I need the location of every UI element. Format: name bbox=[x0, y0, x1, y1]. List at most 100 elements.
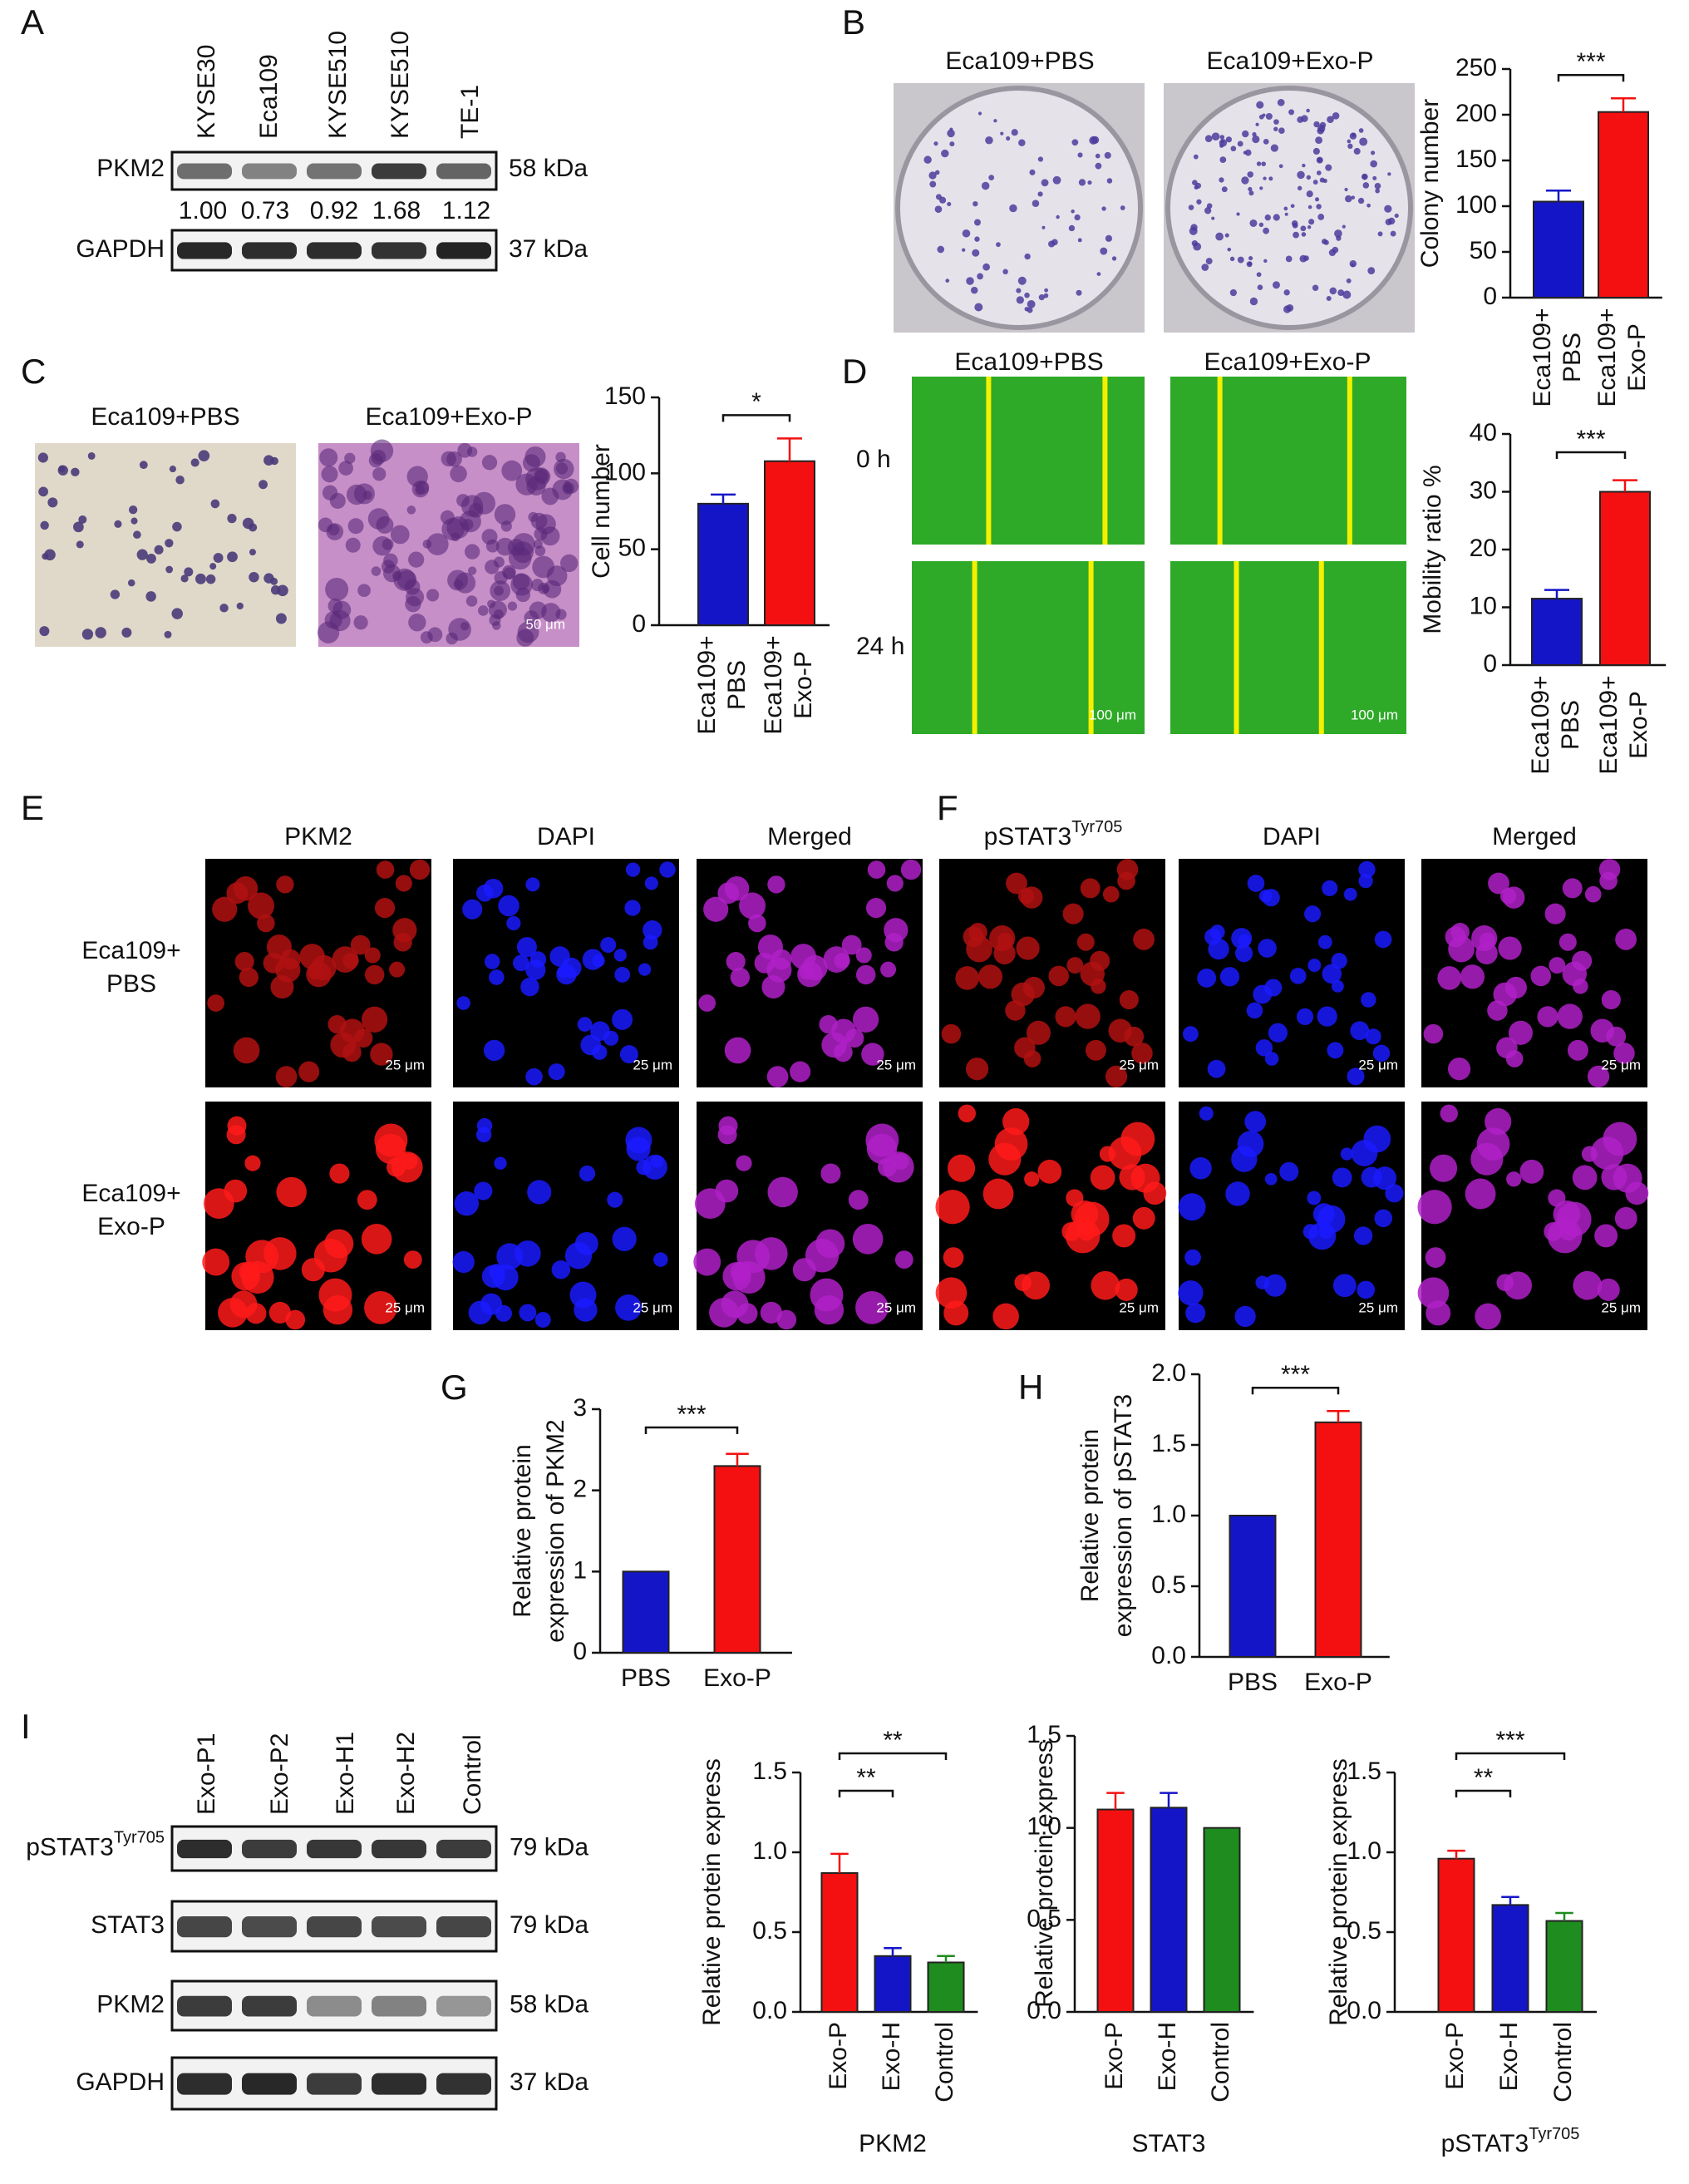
column-title-sup: Tyr705 bbox=[1071, 818, 1122, 836]
cell bbox=[1343, 887, 1357, 901]
y-tick-label: 1.0 bbox=[1027, 1813, 1061, 1841]
panel-label: G bbox=[441, 1368, 468, 1407]
cell bbox=[1372, 1044, 1391, 1062]
scale-bar-label: 25 μm bbox=[876, 1057, 916, 1072]
cell bbox=[1296, 1008, 1314, 1025]
cell bbox=[231, 1261, 260, 1291]
cell bbox=[841, 934, 862, 955]
cell bbox=[1055, 1006, 1076, 1028]
cell bbox=[1615, 929, 1637, 950]
cell bbox=[650, 1155, 664, 1168]
column-title: Merged bbox=[767, 823, 852, 850]
cell bbox=[164, 630, 172, 638]
colony bbox=[1323, 239, 1329, 245]
colony bbox=[935, 194, 942, 200]
colony bbox=[1349, 260, 1357, 268]
cell bbox=[1573, 1270, 1603, 1300]
cell bbox=[819, 1015, 838, 1034]
cell bbox=[717, 882, 740, 905]
y-tick-label: 1 bbox=[573, 1556, 587, 1584]
image-title: Eca109+PBS bbox=[945, 47, 1094, 75]
cell bbox=[522, 454, 540, 472]
cell bbox=[767, 875, 785, 894]
cell bbox=[1353, 1226, 1373, 1245]
cell bbox=[361, 1224, 392, 1255]
cell bbox=[982, 1178, 1014, 1210]
cell bbox=[270, 456, 278, 466]
cell bbox=[1011, 982, 1035, 1007]
cell bbox=[1537, 1006, 1559, 1028]
colony bbox=[1353, 147, 1361, 155]
blot-band bbox=[177, 242, 232, 259]
colony bbox=[1347, 143, 1353, 150]
wound-edge bbox=[1318, 561, 1324, 734]
scale-bar-label: 25 μm bbox=[1601, 1057, 1641, 1072]
cell bbox=[524, 610, 539, 625]
significance-bracket bbox=[838, 1752, 948, 1760]
cell bbox=[698, 994, 716, 1012]
colony bbox=[1316, 170, 1322, 175]
cell bbox=[1304, 905, 1322, 923]
bar bbox=[1545, 1920, 1583, 2014]
colony bbox=[1361, 173, 1368, 180]
error-bar bbox=[1106, 1792, 1125, 1810]
cell bbox=[1465, 1178, 1496, 1210]
cell bbox=[395, 875, 412, 892]
wound-image bbox=[1170, 377, 1406, 545]
error-bar bbox=[884, 1946, 902, 1956]
colony bbox=[1358, 128, 1364, 133]
colony bbox=[1288, 109, 1295, 116]
cell bbox=[1417, 1190, 1452, 1225]
cell bbox=[865, 1123, 899, 1157]
significance-label: *** bbox=[1576, 426, 1605, 453]
cell bbox=[1020, 886, 1043, 909]
cell bbox=[364, 947, 381, 964]
cell bbox=[579, 1165, 596, 1182]
cell bbox=[268, 1301, 291, 1324]
bar bbox=[764, 460, 815, 626]
size-label: 79 kDa bbox=[510, 1911, 588, 1939]
cell bbox=[1133, 929, 1155, 950]
cell bbox=[531, 579, 544, 592]
blot-band bbox=[436, 163, 491, 180]
cell bbox=[1099, 1146, 1115, 1162]
blot-band bbox=[307, 2073, 362, 2095]
row-label: Exo-P bbox=[97, 1213, 165, 1240]
cell bbox=[248, 892, 275, 919]
cell bbox=[1026, 1020, 1051, 1045]
cell bbox=[76, 540, 84, 549]
y-axis-label: Colony number bbox=[1416, 99, 1444, 268]
cell bbox=[249, 549, 256, 556]
cell bbox=[453, 579, 464, 589]
scale-bar-label: 25 μm bbox=[1119, 1299, 1159, 1315]
cell bbox=[659, 861, 676, 878]
cell bbox=[1023, 1050, 1041, 1067]
colony bbox=[974, 219, 981, 226]
y-tick-label: 100 bbox=[604, 458, 646, 486]
colony bbox=[1301, 232, 1307, 237]
wound-image bbox=[912, 377, 1145, 545]
cell bbox=[367, 508, 390, 530]
cell bbox=[1307, 959, 1322, 973]
wound-edge bbox=[972, 561, 977, 734]
cell bbox=[392, 918, 417, 943]
cell bbox=[1601, 1164, 1627, 1191]
cell bbox=[1182, 1026, 1199, 1043]
scale-bar-label: 25 μm bbox=[1358, 1057, 1398, 1072]
wound-image bbox=[912, 561, 1145, 734]
cell bbox=[169, 466, 176, 473]
cell bbox=[1178, 1193, 1206, 1221]
protein-label: PKM2 bbox=[96, 155, 165, 182]
colony bbox=[1248, 261, 1253, 266]
cell bbox=[739, 892, 766, 919]
colony bbox=[966, 277, 974, 285]
cell bbox=[1108, 1136, 1142, 1170]
colony bbox=[1344, 187, 1348, 192]
colony bbox=[934, 170, 940, 175]
cell bbox=[409, 859, 431, 880]
cell bbox=[1112, 1224, 1136, 1248]
cell bbox=[1597, 1278, 1620, 1301]
cell bbox=[1061, 1221, 1081, 1241]
cell bbox=[1502, 886, 1525, 909]
colony bbox=[1306, 175, 1312, 180]
